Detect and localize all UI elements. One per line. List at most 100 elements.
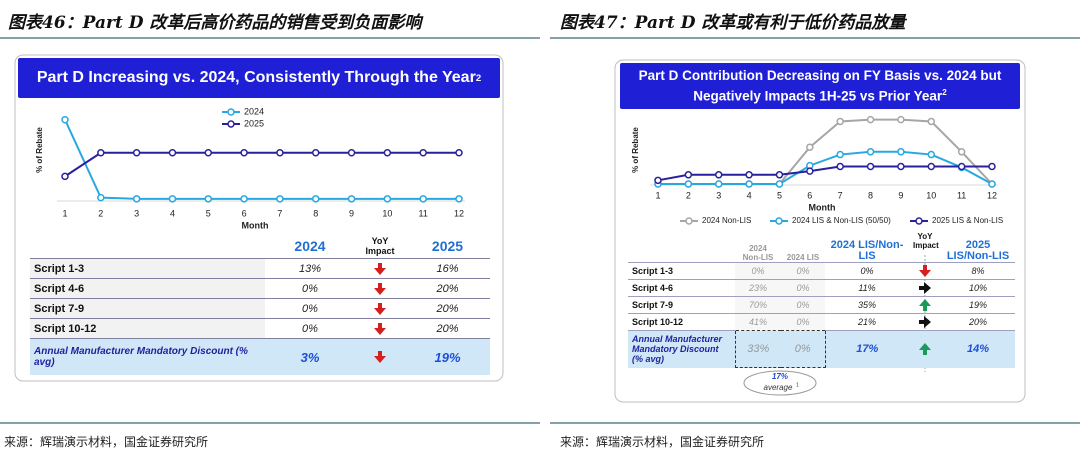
point — [419, 149, 427, 157]
legend-marker — [775, 217, 783, 225]
x-tick-label: 2 — [98, 208, 103, 218]
table-header: 2024 Non-LIS 2024 LIS 2024 LIS/Non-LIS Y… — [628, 232, 1015, 263]
arrow-up — [919, 299, 931, 311]
arrow-shape — [374, 351, 386, 363]
arrow-down — [919, 265, 931, 277]
arrow-down — [374, 282, 386, 295]
point — [836, 117, 844, 126]
header-cell: 2024 — [294, 238, 326, 254]
cell: 35% — [825, 296, 909, 314]
point — [61, 172, 69, 181]
icon-cell — [355, 318, 405, 339]
cell: 11% — [825, 279, 909, 297]
icon-cell — [909, 313, 941, 331]
legend-marker — [227, 108, 235, 116]
right-table: 2024 Non-LIS 2024 LIS 2024 LIS/Non-LIS Y… — [628, 232, 1015, 368]
x-tick-label: 9 — [898, 190, 903, 200]
arrow-shape — [919, 343, 931, 356]
heading: 图表47：Part D 改革或有利于低价药品放量 — [560, 13, 906, 33]
point — [654, 176, 662, 185]
point — [168, 149, 177, 157]
table-row: Script 7-9 0% 20% — [30, 298, 490, 319]
cell: 16% — [405, 258, 490, 279]
point — [97, 149, 105, 157]
x-tick-label: 4 — [747, 190, 752, 200]
y-axis-label: % of Rebate — [631, 127, 640, 173]
header-cell: YoY Impact — [365, 236, 395, 256]
cell: Script 1-3 — [30, 258, 265, 279]
table-row: Script 7-9 70% 0% 35% 19% — [628, 296, 1015, 314]
cell: 0% — [265, 278, 355, 299]
point — [745, 180, 753, 188]
legend-label: 2025 LIS & Non-LIS — [932, 216, 1003, 225]
point — [204, 195, 213, 203]
point — [988, 162, 996, 171]
point — [806, 143, 814, 151]
point — [97, 193, 105, 202]
legend-marker — [915, 217, 923, 225]
average-label: average — [764, 383, 793, 392]
x-axis-label: Month — [809, 202, 836, 212]
cell: 0% — [735, 262, 781, 280]
x-tick-label: 7 — [838, 190, 843, 200]
cell: 14% — [941, 330, 1015, 368]
point — [455, 195, 463, 203]
cell: 0% — [781, 262, 825, 280]
table-row: Annual Manufacturer Mandatory Discount (… — [628, 330, 1015, 368]
cell: 33% — [734, 330, 781, 368]
banner-note: 2 — [475, 72, 482, 84]
point — [957, 148, 966, 156]
x-tick-label: 7 — [277, 208, 282, 218]
icon-cell — [355, 298, 405, 319]
legend-label: 2025 — [244, 118, 264, 128]
x-tick-label: 11 — [419, 208, 428, 218]
table-row: Script 4-6 0% 20% — [30, 278, 490, 299]
point — [988, 180, 996, 188]
cell: 20% — [405, 318, 490, 339]
cell: Script 7-9 — [628, 296, 735, 314]
point — [684, 180, 693, 188]
x-tick-label: 6 — [807, 190, 812, 200]
cell: 20% — [941, 313, 1015, 331]
cell: 10% — [941, 279, 1015, 297]
banner-note: 2 — [942, 88, 947, 98]
legend-label: 2024 LIS & Non-LIS (50/50) — [792, 216, 891, 225]
header-cell: 2024 LIS/Non-LIS — [830, 239, 904, 262]
cell: Script 10-12 — [628, 313, 735, 331]
x-tick-label: 11 — [957, 190, 966, 200]
arrow-shape — [919, 316, 931, 328]
header-cell: 2025 — [431, 238, 464, 254]
heading: 图表46：Part D 改革后高价药品的销售受到负面影响 — [8, 13, 422, 33]
cell: 19% — [941, 296, 1015, 314]
x-tick-label: 6 — [242, 208, 247, 218]
cell — [628, 232, 735, 263]
series-line — [64, 151, 459, 178]
y-axis-label: % of Rebate — [35, 127, 44, 173]
series-line — [658, 150, 993, 185]
x-tick-label: 2 — [686, 190, 691, 200]
point — [897, 148, 905, 156]
icon-cell — [355, 338, 405, 375]
cell: 70% — [735, 296, 781, 314]
arrow-shape — [374, 302, 386, 315]
point — [132, 149, 141, 157]
cell: Annual Manufacturer Mandatory Discount (… — [30, 338, 265, 375]
icon-cell — [909, 296, 941, 314]
source: 来源：辉瑞演示材料，国金证券研究所 — [560, 435, 765, 449]
point — [897, 162, 905, 171]
series-line — [64, 119, 459, 200]
table-row: Script 4-6 23% 0% 11% 10% — [628, 279, 1015, 297]
banner-wrap: Part D Contribution Decreasing on FY Bas… — [635, 67, 1005, 105]
cell: 23% — [735, 279, 781, 297]
cell: 0% — [265, 298, 355, 319]
point — [927, 162, 936, 171]
x-tick-label: 3 — [716, 190, 721, 200]
cell: 0% — [825, 262, 909, 280]
legend-marker — [685, 217, 693, 225]
cell: 20% — [405, 278, 490, 299]
cell: Annual Manufacturer Mandatory Discount (… — [628, 330, 735, 368]
point — [745, 171, 753, 179]
point — [240, 195, 248, 203]
banner-text: Part D Contribution Decreasing on FY Bas… — [638, 68, 1002, 104]
